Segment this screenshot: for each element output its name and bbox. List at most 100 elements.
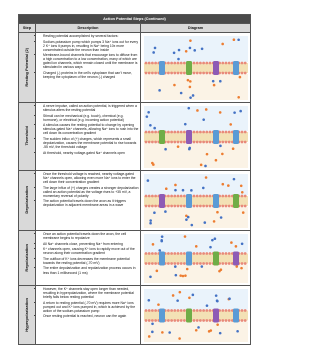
table-title: Action Potential Steps (Continued) (18, 14, 251, 24)
lipid-head (192, 251, 195, 255)
lipid-head (220, 71, 224, 74)
ion (192, 48, 196, 52)
lipid-head (240, 308, 243, 312)
ion (203, 164, 207, 167)
lipid-head (179, 308, 183, 312)
ion (173, 188, 177, 191)
ion (213, 236, 216, 240)
lipid-head (220, 308, 224, 312)
step-label: Depolarization (23, 186, 29, 214)
ion (220, 42, 224, 45)
lipid-head (224, 204, 227, 207)
lipid-head (224, 71, 227, 74)
ion (211, 79, 214, 82)
lipid-head (208, 61, 211, 64)
ion (186, 215, 190, 218)
channel (232, 308, 239, 322)
lipid-head (176, 308, 179, 312)
ion (176, 57, 180, 60)
bullet-list: A nerve impulse, called an action potent… (36, 103, 140, 157)
channel (185, 60, 192, 75)
lipid-head (179, 140, 183, 143)
lipid-head (166, 308, 170, 312)
ion (173, 183, 177, 186)
bullet: The outflow of K⁺ ions decreases the mem… (43, 257, 139, 265)
ion (163, 147, 167, 151)
lipid-head (195, 71, 199, 74)
ion (148, 218, 152, 222)
lipid-head (208, 130, 211, 133)
lipid-head (198, 318, 202, 322)
lipid-head (179, 251, 183, 255)
ion (160, 234, 163, 238)
lipid-head (227, 308, 231, 312)
lipid-head (169, 308, 173, 312)
lipid-head (150, 204, 154, 207)
bullet: Resting potential accomplished by severa… (43, 34, 139, 38)
lipid-head (172, 140, 176, 143)
step-cell: Hyperpolarization (18, 285, 36, 345)
lipid-head (198, 204, 202, 207)
ion (239, 266, 243, 269)
lipid-head (243, 318, 247, 322)
lipid-head (147, 71, 151, 74)
ion (232, 110, 236, 114)
membrane (143, 310, 248, 320)
ion (156, 302, 160, 306)
lipid-head (153, 204, 157, 207)
table-row: Depolarization Once the threshold voltage… (18, 170, 251, 231)
outside (143, 173, 248, 195)
lipid-head (176, 71, 179, 74)
lipid-head (195, 251, 199, 255)
ion (205, 152, 208, 155)
step-label: Repolarization (23, 243, 29, 272)
lipid-head (169, 318, 173, 322)
channel (158, 251, 165, 265)
lipid-head (179, 261, 183, 265)
ion (188, 85, 191, 88)
ion (150, 330, 154, 333)
channel (232, 251, 239, 265)
lipid-head (192, 140, 195, 143)
lipid-head (179, 130, 183, 133)
lipid-head (169, 204, 173, 207)
lipid-head (208, 261, 211, 265)
bullet: The entire depolarization and repolariza… (43, 266, 139, 274)
page: {"title": "Action Potential Steps (Conti… (0, 0, 268, 350)
bullet-list: Once an action potential travels down th… (36, 231, 140, 277)
ion (204, 107, 208, 111)
bullet: The action potential travels down the ax… (43, 199, 139, 207)
lipid-head (176, 261, 179, 265)
ion (174, 273, 177, 276)
lipid-head (172, 261, 176, 265)
lipid-head (150, 71, 154, 74)
ion (185, 267, 189, 270)
lipid-head (153, 261, 157, 265)
lipid-head (166, 71, 170, 74)
lipid-head (179, 194, 183, 197)
lipid-head (243, 194, 247, 197)
lipid-head (192, 194, 195, 197)
bullet-list: Resting potential accomplished by severa… (36, 33, 140, 82)
bullet: All Na⁺ channels close, preventing Na⁺ f… (43, 242, 139, 246)
channel (158, 129, 165, 144)
ion (214, 293, 217, 297)
column-header: Diagram (140, 23, 251, 33)
channel (212, 193, 219, 208)
lipid-head (153, 318, 157, 322)
channel (232, 129, 239, 144)
lipid-head (176, 194, 179, 197)
lipid-head (243, 261, 247, 265)
description-cell: Once an action potential travels down th… (35, 230, 141, 286)
description-cell: However, the K⁺ channels stay open longe… (35, 285, 141, 345)
membrane-diagram (143, 173, 248, 228)
lipid-head (169, 194, 173, 197)
lipid-head (182, 308, 186, 312)
membrane (143, 62, 248, 73)
ion (189, 188, 193, 192)
ion (215, 322, 219, 326)
lipid-head (153, 308, 157, 312)
lipid-head (166, 261, 170, 265)
ion (187, 295, 191, 299)
outside (143, 288, 248, 309)
